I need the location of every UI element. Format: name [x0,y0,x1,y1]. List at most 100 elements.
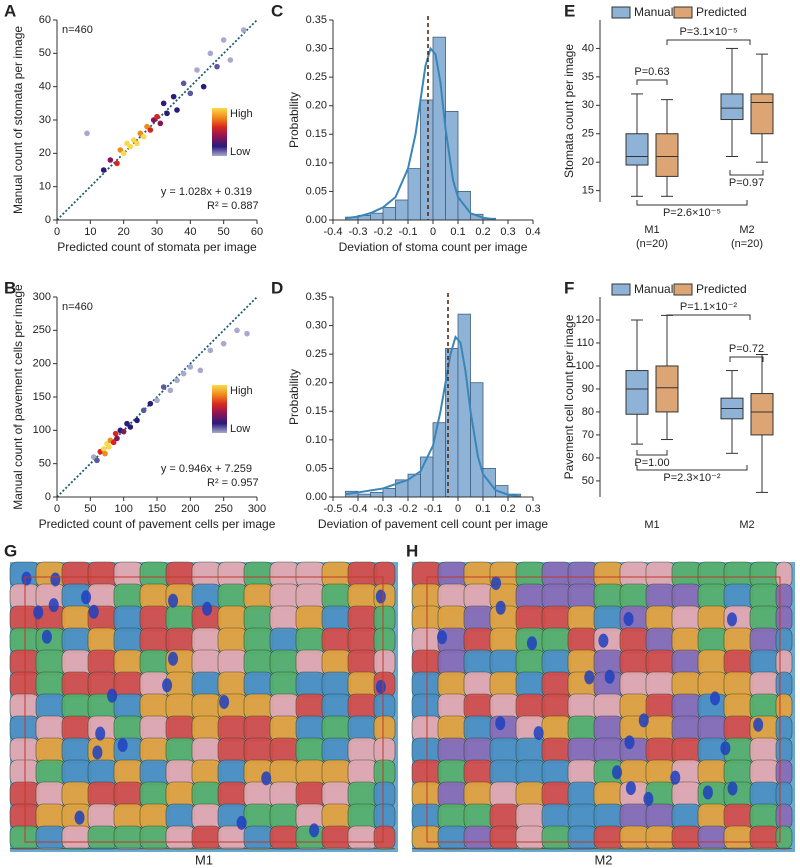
cell [463,847,494,850]
cell [671,803,702,830]
cell [217,759,248,786]
cell [749,561,780,588]
stoma [219,694,230,709]
bar [407,168,421,221]
point [112,430,119,437]
cell [321,825,352,850]
cell [515,671,546,698]
cell [437,693,468,720]
cell [113,693,144,720]
cell [321,781,352,808]
cell [515,781,546,808]
bar [420,99,434,221]
y-tick-label: 70 [582,429,594,441]
bar [370,212,384,221]
box [750,393,774,436]
cell [463,781,494,808]
cell [437,671,468,698]
cell [87,803,118,830]
cell [723,583,754,610]
cell [671,561,702,588]
cell [321,847,352,850]
cell [645,583,676,610]
stoma [95,726,106,741]
cell [463,671,494,698]
stoma [202,601,213,616]
point [234,327,240,334]
stoma [495,600,506,615]
x-tick-label: -0.2 [399,503,418,515]
cell [567,649,598,676]
cell [191,825,222,850]
cell [35,671,66,698]
cell [113,825,144,850]
cell [165,737,196,764]
cell [463,803,494,830]
cell [749,605,780,632]
cell [619,627,650,654]
y-tick-label: 30 [39,114,51,126]
stoma [88,604,99,619]
colorbar-label: Low [230,146,250,158]
cell [87,759,118,786]
x-tick-label: -0.4 [349,503,368,515]
cell [697,649,728,676]
box [655,133,679,177]
cell [749,803,780,830]
cell [567,715,598,742]
cell [515,561,546,588]
cell [35,737,66,764]
cell [437,605,468,632]
y-tick-label: 25 [582,128,594,140]
cell [217,781,248,808]
cell [35,825,66,850]
cell [593,825,624,850]
x-tick-label: 10 [84,226,96,238]
y-axis-label: Pavement cell count per image [562,314,576,479]
cell [437,825,468,850]
cell [463,825,494,850]
box [720,93,744,121]
cell [723,715,754,742]
point [164,110,170,117]
cell [61,825,92,850]
bar [370,492,384,498]
cell [671,737,702,764]
cell [437,759,468,786]
panel-label: G [4,541,17,560]
cell [619,583,650,610]
colorbar-label: Low [230,423,250,435]
cell [243,847,274,850]
cell [269,847,300,850]
cell [749,781,780,808]
cell [567,583,598,610]
cell [243,583,274,610]
stoma [720,741,731,756]
cell [61,759,92,786]
cell [191,847,222,850]
stoma [670,770,681,785]
x-tick-label: -0.3 [374,503,393,515]
cell [567,803,598,830]
cell [87,847,118,850]
cell [373,737,396,764]
cell [87,627,118,654]
cell [411,847,442,850]
stoma [584,670,595,685]
cell [775,715,793,742]
stoma [236,815,247,830]
cell [775,847,793,850]
cell [269,627,300,654]
cell [671,649,702,676]
cell [645,627,676,654]
cell [347,649,378,676]
cell [139,847,170,850]
cell [347,825,378,850]
y-tick-label: 40 [39,81,51,93]
legend-label: Predicted [696,282,747,296]
cell [321,803,352,830]
cell [437,649,468,676]
cell [217,671,248,698]
identity-line [56,19,258,221]
cell [217,627,248,654]
